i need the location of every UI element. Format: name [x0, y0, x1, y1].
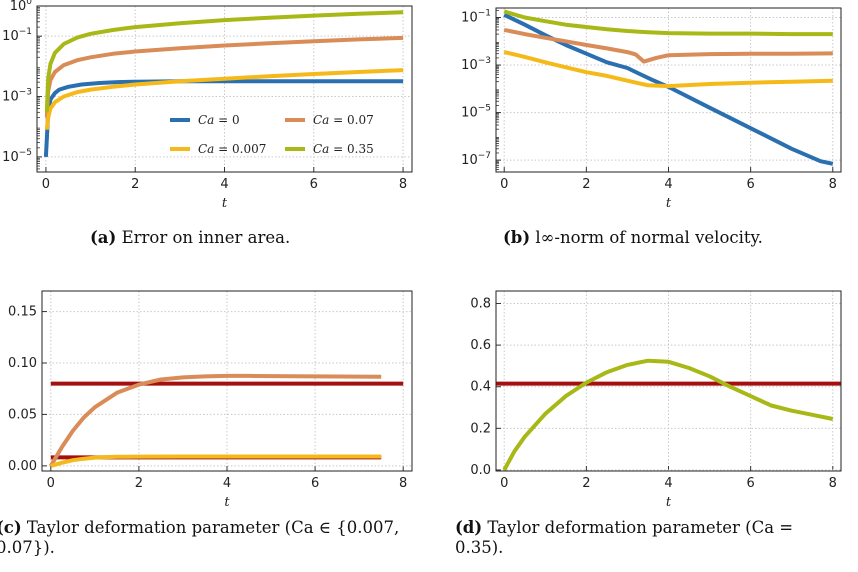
caption-b-tag: (b): [503, 228, 531, 247]
plot-frame: [36, 5, 413, 173]
y-tick-label: 100: [10, 0, 33, 14]
y-tick-label: 0.00: [8, 459, 37, 474]
caption-b: (b) l∞-norm of normal velocity.: [503, 228, 763, 248]
caption-d-tag: (d): [455, 518, 483, 537]
caption-d: (d) Taylor deformation parameter (Ca = 0…: [455, 518, 845, 558]
x-tick-label: 4: [220, 177, 228, 192]
x-tick-label: 0: [42, 177, 50, 192]
series-line-ca-0-007: [50, 454, 382, 468]
x-tick-label: 4: [664, 177, 672, 192]
legend-label: Ca = 0: [198, 113, 240, 127]
series-line-ca-0-35: [503, 9, 833, 37]
caption-a: (a) Error on inner area.: [90, 228, 290, 248]
y-tick-label: 0.6: [470, 338, 491, 353]
series-line-ca-0-35: [502, 358, 834, 471]
plot-frame: [495, 7, 842, 173]
y-tick-label: 10−7: [461, 151, 491, 168]
chart-taylor-large-ca: 0 2 4 6 8 0.0 0.2 0.4 0.6 0.8 t: [470, 290, 842, 510]
plot-frame: [41, 290, 413, 472]
y-tick-label: 10−5: [2, 148, 32, 165]
legend-label: Ca = 0.35: [313, 142, 374, 156]
x-axis-label: t: [224, 495, 230, 510]
y-tick-label: 0.8: [470, 296, 491, 311]
chart-error-inner-area: 0 2 4 6 8 100 10−1 10−3 10−5 t Ca = 0 Ca = 0.07 Ca =…: [2, 0, 413, 211]
y-tick-label: 10−1: [461, 9, 491, 26]
y-tick-label: 0.05: [8, 407, 37, 422]
x-axis-label: t: [666, 196, 672, 211]
panel-b: 0 2 4 6 8 10−1 10−3 10−5 10−7 t (b) l∞-norm of no…: [429, 0, 858, 270]
x-tick-label: 0: [500, 476, 508, 491]
x-tick-label: 6: [747, 476, 755, 491]
x-tick-label: 0: [47, 476, 55, 491]
x-tick-label: 6: [311, 476, 319, 491]
x-tick-label: 2: [135, 476, 143, 491]
series-line-ca-0: [43, 79, 404, 158]
caption-a-text: Error on inner area.: [121, 228, 291, 247]
x-tick-label: 4: [223, 476, 231, 491]
y-tick-label: 0.2: [470, 421, 491, 436]
y-tick-label: 0.0: [470, 463, 491, 478]
x-tick-label: 0: [500, 177, 508, 192]
x-tick-label: 4: [664, 476, 672, 491]
caption-b-text: l∞-norm of normal velocity.: [535, 228, 763, 247]
y-tick-label: 0.4: [470, 380, 491, 395]
x-tick-label: 8: [399, 177, 407, 192]
x-tick-label: 2: [131, 177, 139, 192]
caption-c-tag: (c): [0, 518, 22, 537]
x-axis-label: t: [222, 196, 228, 211]
legend-label: Ca = 0.007: [198, 142, 266, 156]
chart-taylor-small-ca: 0 2 4 6 8 0.00 0.05 0.10 0.15 t: [8, 290, 413, 510]
caption-a-tag: (a): [90, 228, 117, 247]
caption-d-text: Taylor deformation parameter (Ca = 0.35)…: [455, 518, 794, 557]
y-tick-label: 10−5: [461, 104, 491, 121]
series-line-ca-0-07: [503, 27, 833, 64]
x-tick-label: 8: [829, 177, 837, 192]
legend-label: Ca = 0.07: [313, 113, 374, 127]
y-tick-label: 10−3: [461, 56, 491, 73]
x-tick-label: 8: [829, 476, 837, 491]
panel-d: 0 2 4 6 8 0.0 0.2 0.4 0.6 0.8 t (d) Taylor deforma…: [429, 285, 858, 572]
x-tick-label: 8: [399, 476, 407, 491]
panel-a: 0 2 4 6 8 100 10−1 10−3 10−5 t Ca = 0 Ca = 0.07 Ca =…: [0, 0, 429, 270]
series-line-ca-0-007: [44, 68, 404, 130]
panel-c: 0 2 4 6 8 0.00 0.05 0.10 0.15 t (c) Taylor deform…: [0, 285, 429, 572]
x-tick-label: 2: [582, 177, 590, 192]
caption-c-text: Taylor deformation parameter (Ca ∈ {0.00…: [0, 518, 400, 557]
y-tick-label: 10−1: [2, 27, 32, 44]
series-line-ca-0-35: [44, 10, 404, 113]
x-tick-label: 6: [310, 177, 318, 192]
chart-normal-velocity: 0 2 4 6 8 10−1 10−3 10−5 10−7 t: [461, 7, 842, 211]
x-tick-label: 6: [747, 177, 755, 192]
series-line-ca-0-07: [44, 35, 404, 118]
series-line-ca-0-007: [503, 50, 833, 89]
x-tick-label: 2: [582, 476, 590, 491]
plot-frame: [495, 290, 842, 472]
y-tick-label: 10−3: [2, 88, 32, 105]
y-tick-label: 0.15: [8, 305, 37, 320]
series-line-ca-0-07: [49, 373, 382, 467]
caption-c: (c) Taylor deformation parameter (Ca ∈ {…: [0, 518, 406, 558]
y-tick-label: 0.10: [8, 356, 37, 371]
x-axis-label: t: [666, 495, 672, 510]
